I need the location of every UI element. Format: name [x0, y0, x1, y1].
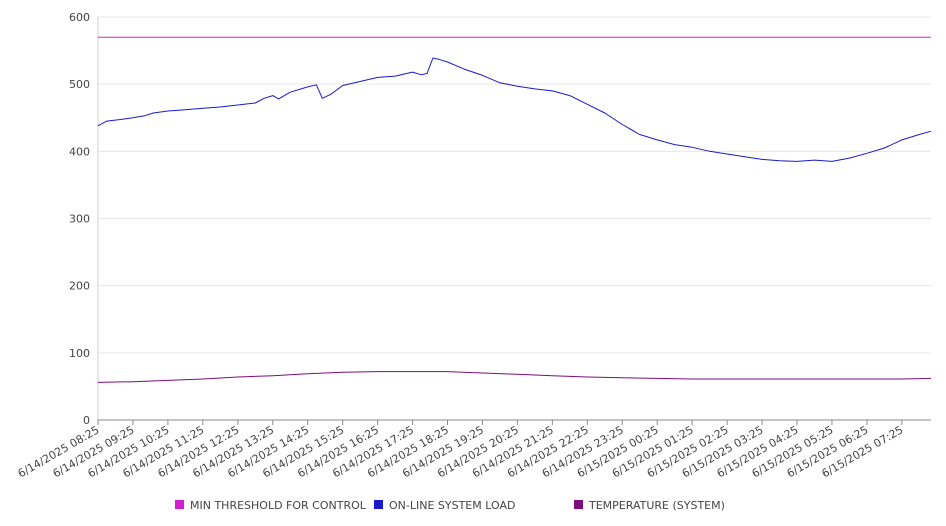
- legend-swatch: [175, 500, 184, 509]
- legend-swatch: [374, 500, 383, 509]
- y-axis: 0 100 200 300 400 500 600: [69, 11, 99, 427]
- y-tick-label: 100: [69, 347, 90, 360]
- legend-label: ON-LINE SYSTEM LOAD: [389, 499, 515, 512]
- y-tick-label: 300: [69, 213, 90, 226]
- y-tick-label: 0: [83, 414, 90, 427]
- grid-lines: [98, 16, 931, 354]
- series-line-3: [97, 371, 932, 383]
- y-tick-label: 200: [69, 280, 90, 293]
- legend-label: TEMPERATURE (SYSTEM): [588, 499, 725, 512]
- series-lines: [97, 36, 932, 383]
- y-tick-label: 400: [69, 145, 90, 158]
- series-line-2: [97, 57, 932, 162]
- legend-label: MIN THRESHOLD FOR CONTROL: [190, 499, 367, 512]
- legend: MIN THRESHOLD FOR CONTROL ON-LINE SYSTEM …: [175, 499, 725, 512]
- x-axis: 6/14/2025 08:256/14/2025 09:256/14/2025 …: [16, 419, 931, 480]
- y-tick-label: 500: [69, 78, 90, 91]
- legend-swatch: [574, 500, 583, 509]
- y-tick-label: 600: [69, 11, 90, 24]
